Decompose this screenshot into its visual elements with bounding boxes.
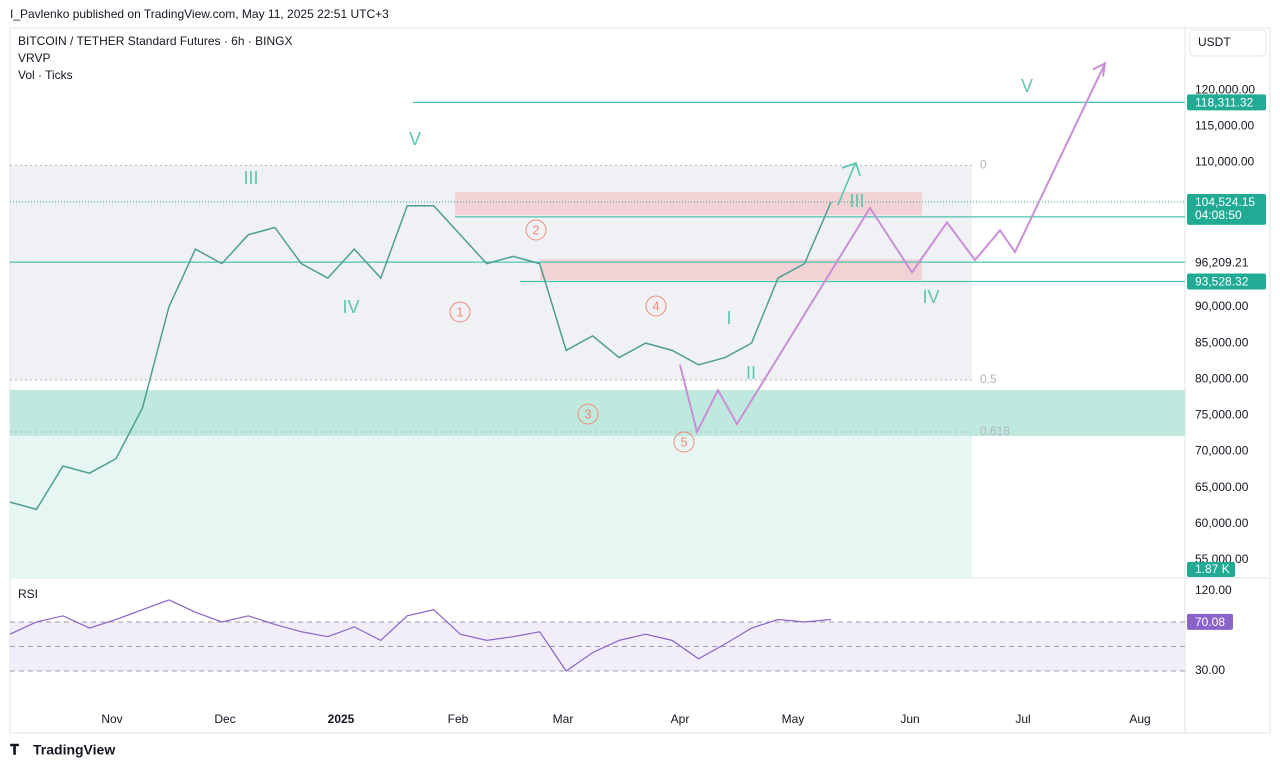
currency: USDT (1198, 35, 1231, 49)
projection (679, 62, 1106, 435)
volume-label: 1.87 K (1195, 562, 1230, 576)
publisher: I_Pavlenko published on TradingView.com,… (10, 7, 389, 21)
wave-label: 1 (456, 304, 463, 319)
rsi-current-box (1187, 613, 1233, 630)
wave-label: 2 (532, 222, 539, 237)
currency-box[interactable] (1189, 29, 1267, 57)
x-tick-label: Apr (671, 712, 690, 726)
wave-circle (525, 219, 547, 241)
wave-label: II (746, 363, 756, 383)
chart-title: BITCOIN / TETHER Standard Futures · 6h ·… (18, 34, 293, 48)
wave-label: 5 (680, 434, 687, 449)
x-tick-label: Jul (1015, 712, 1030, 726)
rsi-top-label: 120.00 (1195, 583, 1232, 597)
price-label-text: 96,209.21 (1195, 255, 1249, 269)
brand: TradingView (33, 742, 115, 758)
fib-label: 0.5 (980, 372, 997, 386)
countdown: 04:08:50 (1195, 208, 1242, 222)
fib-label: 0 (980, 157, 987, 171)
y-tick-label: 110,000.00 (1195, 155, 1254, 169)
wave-label: III (849, 191, 864, 211)
x-tick-label: Jun (900, 712, 919, 726)
rsi-line (9, 599, 832, 672)
indicator: Vol · Ticks (18, 68, 73, 82)
y-tick-label: 85,000.00 (1195, 335, 1249, 349)
price-label (1187, 254, 1266, 271)
price-label-text: 118,311.32 (1195, 96, 1254, 110)
current-price: 104,524.15 (1195, 195, 1255, 209)
x-tick-label: May (782, 712, 805, 726)
x-tick-label: Dec (214, 712, 235, 726)
wave-arrow (837, 162, 861, 206)
x-tick-label: Nov (101, 712, 122, 726)
wave-circle (449, 301, 471, 323)
y-tick-label: 115,000.00 (1195, 118, 1254, 132)
x-tick-label: Aug (1129, 712, 1150, 726)
y-tick-label: 60,000.00 (1195, 516, 1249, 530)
x-tick-label: 2025 (328, 712, 355, 726)
wave-circle (645, 295, 667, 317)
price-line (9, 201, 832, 511)
projection-arrow (1092, 61, 1107, 77)
y-tick-label: 75,000.00 (1195, 408, 1249, 422)
wave-label: 4 (652, 298, 659, 313)
x-tick-label: Feb (448, 712, 469, 726)
wave-label: IV (342, 297, 359, 317)
x-tick-label: Mar (553, 712, 574, 726)
volume-box (1187, 562, 1235, 577)
supply-zone (540, 259, 922, 281)
wave-label: III (243, 168, 258, 188)
wave-label: V (409, 129, 421, 149)
wave-label: I (726, 308, 731, 328)
price-label (1187, 273, 1266, 290)
frame (9, 27, 1271, 734)
y-tick-label: 90,000.00 (1195, 299, 1249, 313)
wave-circle (673, 431, 695, 453)
y-tick-label: 65,000.00 (1195, 480, 1249, 494)
rsi-title: RSI (18, 587, 38, 601)
fib-label: 0.618 (980, 424, 1010, 438)
wave-label: 3 (584, 406, 591, 421)
brand-logo: 𝐓 (10, 742, 19, 758)
indicator: VRVP (18, 51, 50, 65)
supply-zone (455, 192, 922, 216)
y-tick-label: 70,000.00 (1195, 444, 1249, 458)
wave-label: V (1021, 76, 1033, 96)
wave-label: IV (922, 287, 939, 307)
fib-lower (10, 436, 972, 578)
rsi-tick-label: 30.00 (1195, 663, 1225, 677)
price-label (1187, 94, 1266, 111)
wave-circle (577, 403, 599, 425)
y-tick-label: 80,000.00 (1195, 371, 1249, 385)
current-box (1187, 194, 1266, 225)
y-tick-label: 120,000.00 (1195, 82, 1255, 96)
price-label-text: 93,528.32 (1195, 275, 1249, 289)
rsi-current: 70.08 (1195, 615, 1225, 629)
